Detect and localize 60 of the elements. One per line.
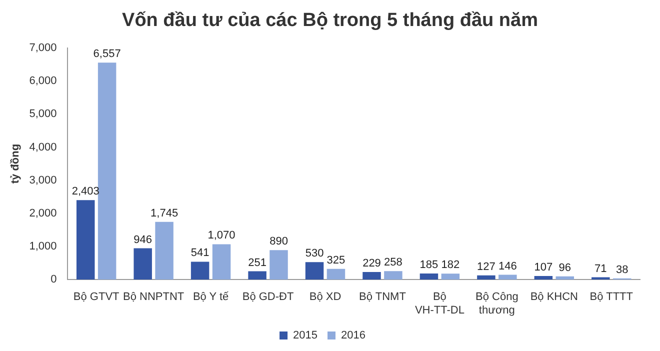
y-tick-label: 5,000 <box>29 108 57 120</box>
data-label: 107 <box>534 262 553 274</box>
bar <box>362 272 381 280</box>
bar <box>384 271 402 280</box>
bar <box>534 276 553 280</box>
bar <box>305 262 324 280</box>
data-label: 6,557 <box>93 48 121 60</box>
x-tick-label: Bộ NNPTNT <box>123 291 184 304</box>
data-label: 71 <box>594 262 607 275</box>
x-tick-label: Bộ Công thương <box>476 291 518 316</box>
x-tick-label: Bộ TNMT <box>359 291 406 304</box>
y-axis-title: tỷ đồng <box>10 144 22 184</box>
data-label: 1,070 <box>208 230 236 242</box>
x-tick-label: Bộ KHCN <box>530 291 578 304</box>
y-tick-label: 2,000 <box>29 207 57 220</box>
x-tick-label: Bộ TTTT <box>590 291 634 304</box>
data-label: 229 <box>362 258 381 270</box>
x-tick-label: Bộ GTVT <box>73 291 120 304</box>
y-tick-label: 1,000 <box>29 240 57 253</box>
legend-label: 2015 <box>293 330 318 342</box>
data-label: 146 <box>498 260 517 272</box>
bar <box>248 271 266 280</box>
bar <box>420 273 438 280</box>
bar <box>477 275 496 280</box>
bar <box>498 274 517 280</box>
data-label: 1,745 <box>150 207 178 220</box>
data-label: 325 <box>326 254 346 266</box>
y-tick-label: 7,000 <box>29 42 57 54</box>
x-tick-label: Bộ GD-ĐT <box>242 291 294 304</box>
data-label: 2,403 <box>72 186 100 198</box>
y-tick-label: 6,000 <box>29 75 57 88</box>
x-tick-label: Bộ VH-TT-DL <box>414 291 464 316</box>
data-label: 96 <box>558 262 572 274</box>
bar <box>326 268 346 280</box>
bar <box>76 200 95 280</box>
data-label: 258 <box>384 256 402 269</box>
data-label: 946 <box>134 234 152 246</box>
x-tick-label: Bộ Y tế <box>192 291 229 304</box>
x-tick-label: Bộ XD <box>309 291 342 304</box>
data-label: 530 <box>305 248 324 260</box>
y-tick-label: 4,000 <box>29 141 57 154</box>
data-label: 251 <box>248 256 266 269</box>
data-label: 127 <box>477 260 496 273</box>
bar <box>155 222 174 280</box>
bar <box>190 262 210 280</box>
bar <box>212 244 231 280</box>
y-tick-label: 0 <box>50 274 57 286</box>
legend-label: 2016 <box>341 330 366 342</box>
data-label: 38 <box>616 264 628 276</box>
bar <box>556 276 574 280</box>
data-label: 185 <box>420 259 438 272</box>
chart-title: Vốn đầu tư của các Bộ trong 5 tháng đầu năm <box>121 9 539 33</box>
bar <box>98 62 116 280</box>
bar <box>134 248 152 280</box>
bar <box>270 250 288 280</box>
data-label: 182 <box>441 259 460 272</box>
y-tick-label: 3,000 <box>29 174 57 186</box>
bar <box>441 274 460 280</box>
data-label: 541 <box>190 247 210 260</box>
data-label: 890 <box>270 236 288 248</box>
